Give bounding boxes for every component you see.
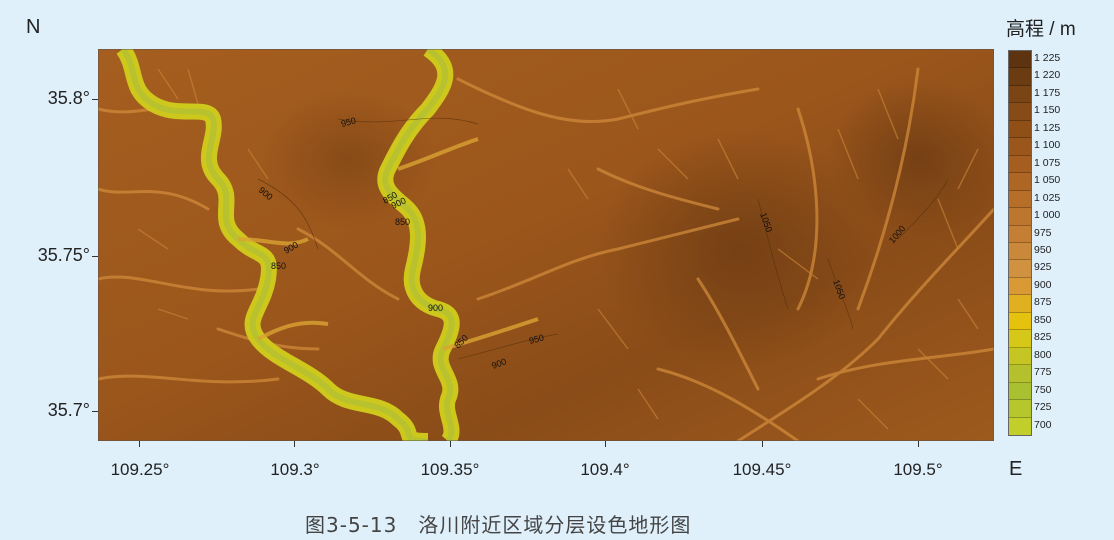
legend-swatch bbox=[1009, 330, 1031, 348]
river-channel-west bbox=[120, 49, 429, 441]
legend-swatch bbox=[1009, 277, 1031, 296]
legend-label: 1 225 bbox=[1034, 52, 1061, 64]
legend-swatch bbox=[1009, 155, 1031, 174]
legend-swatch bbox=[1009, 208, 1031, 226]
legend-swatch bbox=[1009, 225, 1031, 243]
lon-label-109-4: 109.4° bbox=[580, 460, 630, 479]
lon-tick bbox=[450, 441, 451, 447]
tributaries bbox=[237, 137, 539, 351]
lon-tick bbox=[762, 441, 763, 447]
lat-label-35-7: 35.7° bbox=[47, 400, 90, 420]
contour-label: 900 bbox=[428, 303, 443, 313]
legend-swatch bbox=[1009, 85, 1031, 104]
legend-swatch bbox=[1009, 173, 1031, 191]
lon-label-109-5: 109.5° bbox=[893, 460, 943, 479]
legend-label: 1 025 bbox=[1034, 191, 1061, 204]
lon-tick bbox=[294, 441, 295, 447]
lon-tick bbox=[139, 441, 140, 447]
legend-swatch bbox=[1009, 190, 1031, 209]
legend-swatch bbox=[1009, 242, 1031, 261]
legend-label: 750 bbox=[1034, 383, 1052, 396]
legend-label: 1 000 bbox=[1034, 209, 1061, 222]
contour-label: 850 bbox=[271, 261, 286, 271]
legend-label: 900 bbox=[1034, 278, 1052, 291]
legend-swatch bbox=[1009, 68, 1031, 86]
legend-swatch bbox=[1009, 103, 1031, 121]
lon-label-109-35: 109.35° bbox=[420, 460, 480, 479]
legend-label: 1 050 bbox=[1034, 174, 1061, 187]
legend-color-bar bbox=[1008, 50, 1032, 436]
legend-swatch bbox=[1009, 347, 1031, 366]
terrain-map: 950 900 850 900 850 900 850 900 850 900 … bbox=[98, 49, 994, 441]
legend-swatch bbox=[1009, 400, 1031, 418]
contour-label: 950 bbox=[528, 332, 545, 346]
legend-swatch bbox=[1009, 312, 1031, 331]
lon-tick bbox=[918, 441, 919, 447]
legend-label: 875 bbox=[1034, 296, 1052, 309]
river-channel-central bbox=[382, 49, 455, 441]
legend-label: 1 125 bbox=[1034, 121, 1061, 134]
lat-label-35-75: 35.75° bbox=[37, 245, 90, 265]
east-label: E bbox=[1009, 458, 1023, 480]
legend-swatch bbox=[1009, 138, 1031, 156]
lat-tick bbox=[92, 99, 98, 100]
legend-swatch bbox=[1009, 417, 1031, 435]
figure-caption: 图3-5-13 洛川附近区域分层设色地形图 bbox=[305, 513, 692, 537]
legend-swatch bbox=[1009, 120, 1031, 139]
lon-label-109-45: 109.45° bbox=[732, 460, 792, 479]
contour-label: 900 bbox=[490, 356, 508, 371]
legend-label: 1 175 bbox=[1034, 86, 1061, 99]
legend-swatch bbox=[1009, 260, 1031, 278]
legend-label: 1 100 bbox=[1034, 139, 1061, 152]
contour-lines bbox=[257, 117, 949, 360]
legend-label: 1 220 bbox=[1034, 69, 1061, 82]
legend-label: 725 bbox=[1034, 401, 1052, 414]
legend-label: 800 bbox=[1034, 348, 1052, 361]
legend-title: 高程 / m bbox=[1006, 19, 1076, 40]
lat-label-35-8: 35.8° bbox=[47, 88, 90, 108]
legend-swatch bbox=[1009, 382, 1031, 401]
gully-network bbox=[98, 67, 994, 441]
legend-label: 850 bbox=[1034, 313, 1052, 326]
lat-tick bbox=[92, 411, 98, 412]
lon-label-109-25: 109.25° bbox=[110, 460, 170, 479]
highland-area bbox=[828, 79, 994, 239]
lon-tick bbox=[605, 441, 606, 447]
legend-label: 950 bbox=[1034, 244, 1052, 256]
lat-tick bbox=[92, 256, 98, 257]
legend-label: 925 bbox=[1034, 261, 1052, 274]
legend-label: 1 150 bbox=[1034, 104, 1061, 117]
north-label: N bbox=[26, 16, 41, 38]
lon-label-109-3: 109.3° bbox=[270, 460, 320, 479]
legend-label: 700 bbox=[1034, 418, 1052, 431]
legend-label: 975 bbox=[1034, 226, 1052, 239]
legend-swatch bbox=[1009, 51, 1031, 69]
legend-label: 775 bbox=[1034, 366, 1052, 379]
contour-label: 950 bbox=[340, 115, 357, 129]
contour-label: 850 bbox=[395, 217, 410, 227]
highland-area bbox=[598, 129, 878, 369]
legend-swatch bbox=[1009, 365, 1031, 383]
gully-branches bbox=[137, 68, 979, 430]
legend-swatch bbox=[1009, 295, 1031, 313]
legend-label: 825 bbox=[1034, 331, 1052, 344]
legend-label: 1 075 bbox=[1034, 156, 1061, 169]
